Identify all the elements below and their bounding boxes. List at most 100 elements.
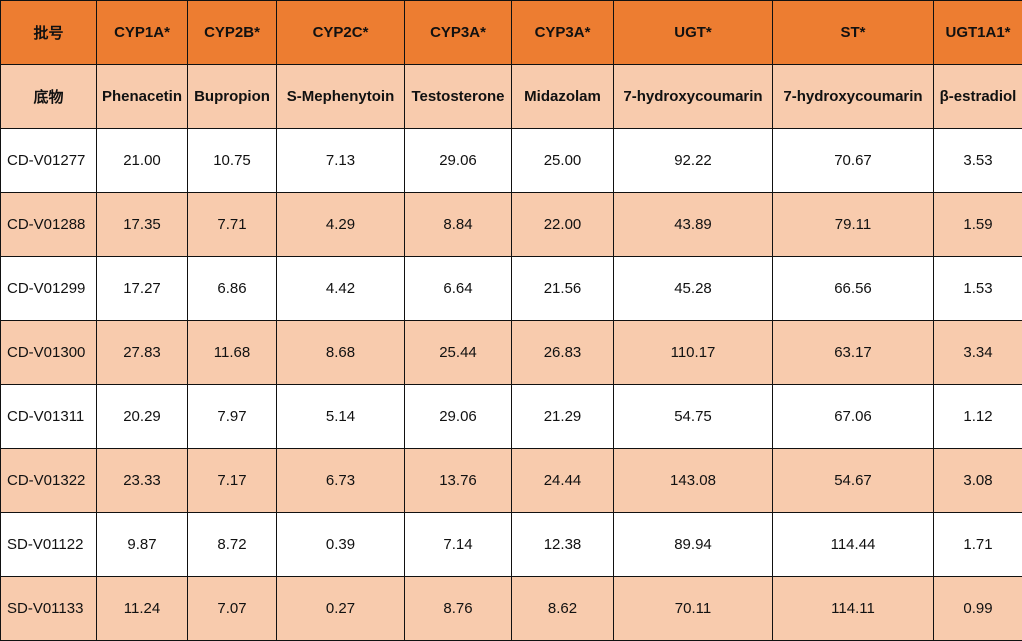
cell-value: 70.11	[613, 576, 773, 641]
cell-batch-id: CD-V01299	[0, 256, 97, 321]
cell-value: 7.07	[187, 576, 277, 641]
cell-value: 23.33	[96, 448, 188, 513]
header-cell-enzyme: CYP2B*	[187, 0, 277, 65]
cell-value: 43.89	[613, 192, 773, 257]
header-cell-batch: 批号	[0, 0, 97, 65]
cell-value: 54.75	[613, 384, 773, 449]
cell-value: 8.68	[276, 320, 405, 385]
cell-value: 20.29	[96, 384, 188, 449]
cell-value: 0.39	[276, 512, 405, 577]
header-cell-enzyme: CYP1A*	[96, 0, 188, 65]
cell-value: 6.86	[187, 256, 277, 321]
cell-value: 12.38	[511, 512, 614, 577]
table-row: CD-V01288 17.35 7.71 4.29 8.84 22.00 43.…	[0, 192, 1022, 257]
cell-value: 6.73	[276, 448, 405, 513]
cell-value: 17.27	[96, 256, 188, 321]
cell-value: 22.00	[511, 192, 614, 257]
header-cell-substrate: 7-hydroxycoumarin	[613, 64, 773, 129]
cell-value: 54.67	[772, 448, 934, 513]
cell-batch-id: CD-V01288	[0, 192, 97, 257]
header-cell-enzyme: CYP2C*	[276, 0, 405, 65]
header-cell-substrate-label: 底物	[0, 64, 97, 129]
cell-value: 4.29	[276, 192, 405, 257]
cell-value: 8.62	[511, 576, 614, 641]
cell-value: 66.56	[772, 256, 934, 321]
table-row: CD-V01300 27.83 11.68 8.68 25.44 26.83 1…	[0, 320, 1022, 385]
cell-batch-id: CD-V01322	[0, 448, 97, 513]
header-cell-enzyme: CYP3A*	[404, 0, 512, 65]
cell-value: 8.84	[404, 192, 512, 257]
cell-value: 3.34	[933, 320, 1022, 385]
cell-value: 1.53	[933, 256, 1022, 321]
cell-value: 0.27	[276, 576, 405, 641]
cell-value: 0.99	[933, 576, 1022, 641]
cell-value: 67.06	[772, 384, 934, 449]
cell-value: 70.67	[772, 128, 934, 193]
header-cell-substrate: Testosterone	[404, 64, 512, 129]
cell-value: 21.56	[511, 256, 614, 321]
cell-value: 25.44	[404, 320, 512, 385]
cell-value: 6.64	[404, 256, 512, 321]
cell-value: 7.71	[187, 192, 277, 257]
cell-value: 110.17	[613, 320, 773, 385]
cell-value: 7.17	[187, 448, 277, 513]
cell-value: 21.29	[511, 384, 614, 449]
header-cell-enzyme: UGT1A1*	[933, 0, 1022, 65]
header-cell-substrate: Phenacetin	[96, 64, 188, 129]
cell-value: 25.00	[511, 128, 614, 193]
header-cell-substrate: 7-hydroxycoumarin	[772, 64, 934, 129]
cell-batch-id: SD-V01133	[0, 576, 97, 641]
cell-value: 7.97	[187, 384, 277, 449]
cell-value: 45.28	[613, 256, 773, 321]
cell-value: 114.44	[772, 512, 934, 577]
cell-batch-id: CD-V01311	[0, 384, 97, 449]
cell-value: 1.71	[933, 512, 1022, 577]
cell-value: 79.11	[772, 192, 934, 257]
header-cell-enzyme: CYP3A*	[511, 0, 614, 65]
cell-value: 3.08	[933, 448, 1022, 513]
cell-value: 26.83	[511, 320, 614, 385]
cell-value: 3.53	[933, 128, 1022, 193]
header-cell-enzyme: ST*	[772, 0, 934, 65]
header-cell-substrate: Midazolam	[511, 64, 614, 129]
table-row: CD-V01322 23.33 7.17 6.73 13.76 24.44 14…	[0, 448, 1022, 513]
cell-value: 24.44	[511, 448, 614, 513]
cell-value: 114.11	[772, 576, 934, 641]
cell-value: 143.08	[613, 448, 773, 513]
cell-value: 4.42	[276, 256, 405, 321]
cell-batch-id: CD-V01300	[0, 320, 97, 385]
cell-value: 21.00	[96, 128, 188, 193]
cell-value: 8.72	[187, 512, 277, 577]
cell-value: 27.83	[96, 320, 188, 385]
header-cell-enzyme: UGT*	[613, 0, 773, 65]
cell-batch-id: SD-V01122	[0, 512, 97, 577]
table-row: SD-V01133 11.24 7.07 0.27 8.76 8.62 70.1…	[0, 576, 1022, 641]
table-row: SD-V01122 9.87 8.72 0.39 7.14 12.38 89.9…	[0, 512, 1022, 577]
cell-value: 5.14	[276, 384, 405, 449]
header-cell-substrate: Bupropion	[187, 64, 277, 129]
header-cell-substrate: S-Mephenytoin	[276, 64, 405, 129]
cell-value: 1.12	[933, 384, 1022, 449]
cell-value: 13.76	[404, 448, 512, 513]
table-row: CD-V01299 17.27 6.86 4.42 6.64 21.56 45.…	[0, 256, 1022, 321]
cell-value: 29.06	[404, 384, 512, 449]
cell-batch-id: CD-V01277	[0, 128, 97, 193]
cell-value: 63.17	[772, 320, 934, 385]
cell-value: 1.59	[933, 192, 1022, 257]
cell-value: 92.22	[613, 128, 773, 193]
cell-value: 9.87	[96, 512, 188, 577]
cell-value: 89.94	[613, 512, 773, 577]
cell-value: 8.76	[404, 576, 512, 641]
header-row-enzyme: 批号 CYP1A* CYP2B* CYP2C* CYP3A* CYP3A* UG…	[0, 0, 1022, 65]
cell-value: 17.35	[96, 192, 188, 257]
cell-value: 29.06	[404, 128, 512, 193]
header-row-substrate: 底物 Phenacetin Bupropion S-Mephenytoin Te…	[0, 64, 1022, 129]
cell-value: 7.13	[276, 128, 405, 193]
table-row: CD-V01277 21.00 10.75 7.13 29.06 25.00 9…	[0, 128, 1022, 193]
cell-value: 7.14	[404, 512, 512, 577]
cell-value: 11.24	[96, 576, 188, 641]
table-row: CD-V01311 20.29 7.97 5.14 29.06 21.29 54…	[0, 384, 1022, 449]
header-cell-substrate: β-estradiol	[933, 64, 1022, 129]
cell-value: 11.68	[187, 320, 277, 385]
